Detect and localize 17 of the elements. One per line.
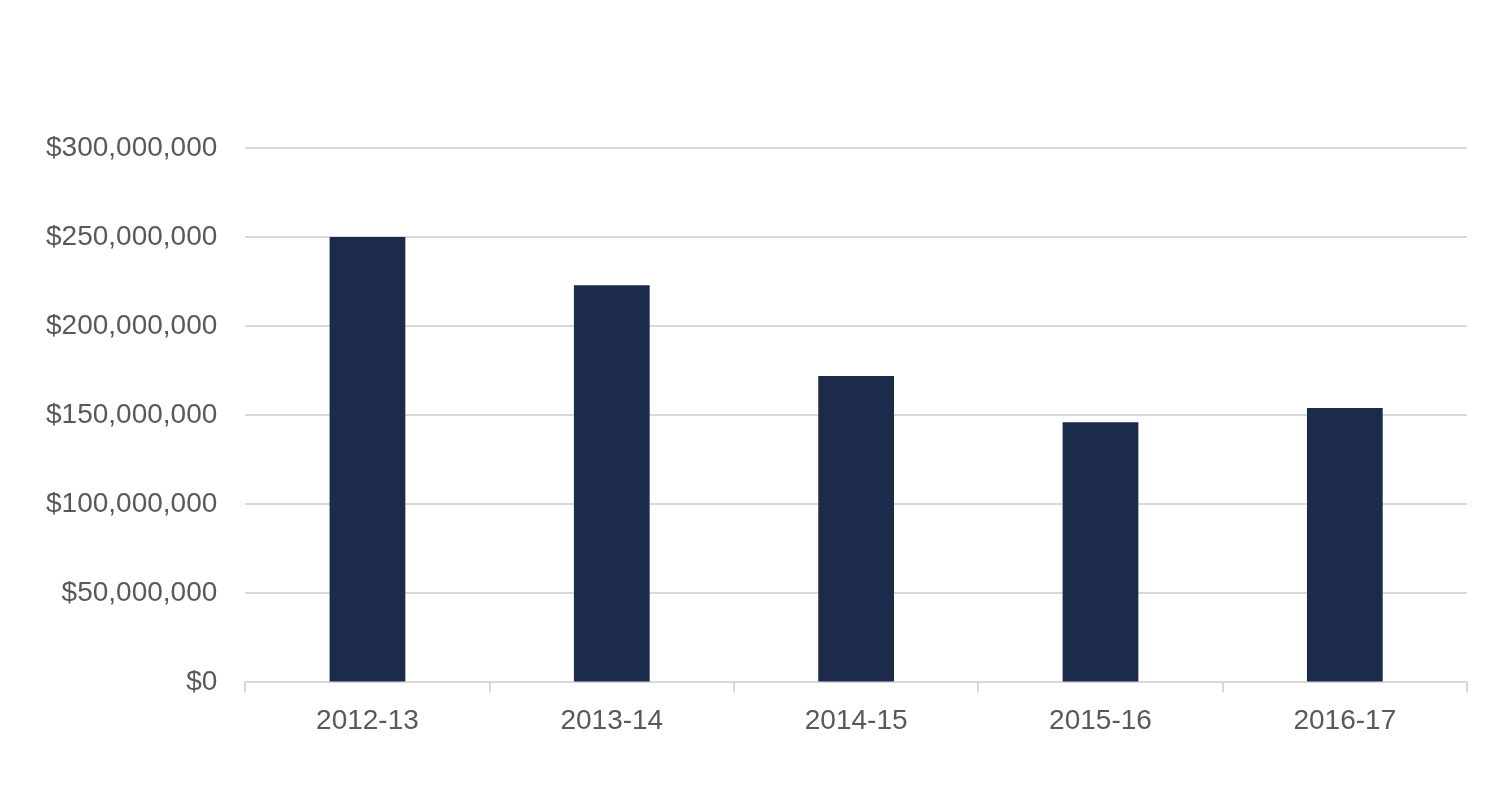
bar [573, 285, 650, 682]
bar [1062, 422, 1139, 682]
x-tick-label: 2015-16 [1049, 703, 1152, 735]
bar [1306, 408, 1383, 682]
y-tick-label: $250,000,000 [46, 219, 218, 251]
y-tick-label: $0 [186, 665, 218, 697]
y-tick-label: $300,000,000 [46, 130, 218, 162]
y-tick-label: $100,000,000 [46, 486, 218, 518]
x-tick-label: 2016-17 [1293, 703, 1397, 735]
y-tick-label: $150,000,000 [46, 397, 218, 429]
y-tick-label: $200,000,000 [46, 308, 218, 340]
x-tick-label: 2012-13 [316, 703, 419, 735]
x-tick-label: 2013-14 [560, 703, 664, 735]
bar [818, 376, 895, 682]
y-tick-label: $50,000,000 [61, 576, 218, 608]
x-tick-label: 2014-15 [804, 703, 908, 735]
bar [329, 237, 406, 682]
